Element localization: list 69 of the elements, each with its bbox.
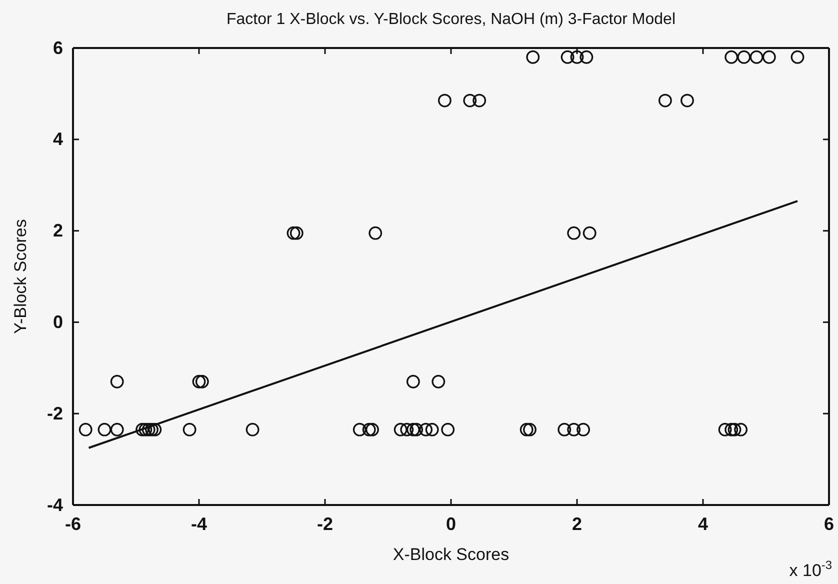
y-tick-label: -2 xyxy=(46,403,63,424)
point xyxy=(560,50,574,64)
x-axis-title: X-Block Scores xyxy=(392,545,510,564)
x-tick-label: 0 xyxy=(446,514,456,534)
text: x 10$^{-3}$ xyxy=(789,558,832,580)
point xyxy=(110,422,124,436)
point xyxy=(523,422,536,436)
point xyxy=(438,94,452,108)
point xyxy=(432,374,446,388)
point xyxy=(680,94,694,108)
point xyxy=(110,374,124,388)
point xyxy=(98,422,112,436)
point xyxy=(728,422,742,436)
x-tick-label: -6 xyxy=(64,514,82,534)
y-tick-label: 6 xyxy=(52,38,63,58)
y-tick-label: 0 xyxy=(52,312,63,332)
point xyxy=(724,50,738,64)
point xyxy=(410,422,424,436)
point xyxy=(658,94,672,108)
point xyxy=(472,94,486,108)
point xyxy=(750,50,764,64)
point xyxy=(526,50,540,64)
point xyxy=(724,422,738,436)
point xyxy=(576,422,590,436)
chart-title: Factor 1 X-Block vs. Y-Block Scores, NaOH (m) 3-Factor Model xyxy=(226,11,676,28)
point xyxy=(419,422,433,436)
point xyxy=(567,226,581,240)
point xyxy=(425,422,439,436)
y-tick-label: -4 xyxy=(46,494,63,515)
point xyxy=(246,422,260,436)
point xyxy=(406,374,420,388)
point xyxy=(192,374,206,388)
y-tick-label: 4 xyxy=(52,129,63,150)
point xyxy=(142,422,156,436)
point xyxy=(520,422,534,436)
point xyxy=(352,422,366,436)
point xyxy=(580,50,594,64)
x-tick-label: 6 xyxy=(824,514,834,534)
point xyxy=(400,422,414,436)
point xyxy=(138,422,152,436)
point xyxy=(290,226,304,240)
point xyxy=(737,50,751,64)
point xyxy=(582,226,596,240)
point xyxy=(195,374,209,388)
point xyxy=(570,50,584,64)
point xyxy=(441,422,455,436)
point xyxy=(366,422,379,436)
x-tick-label: -2 xyxy=(316,514,334,534)
point xyxy=(558,422,572,436)
point xyxy=(463,94,477,108)
point xyxy=(182,422,196,436)
point xyxy=(148,422,162,436)
point xyxy=(734,422,748,436)
x-tick-label: -4 xyxy=(190,514,208,534)
y-axis-title: Y-Block Scores xyxy=(11,219,30,334)
point xyxy=(718,422,732,436)
x-tick-label: 4 xyxy=(698,514,708,534)
point xyxy=(567,422,581,436)
point xyxy=(790,50,804,64)
point xyxy=(78,422,92,436)
point xyxy=(394,422,408,436)
x-tick-label: 2 xyxy=(572,514,582,534)
point xyxy=(762,50,776,64)
point xyxy=(368,226,382,240)
point xyxy=(286,226,300,240)
point xyxy=(362,422,376,436)
point xyxy=(406,422,420,436)
y-tick-label: 2 xyxy=(52,220,63,241)
point xyxy=(136,422,150,436)
